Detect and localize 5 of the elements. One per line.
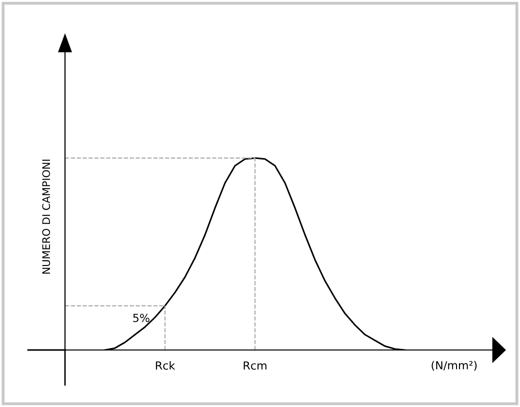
- x-axis-title: (N/mm²): [432, 360, 477, 371]
- y-axis-title: NUMERO DI CAMPIONI: [42, 160, 50, 274]
- x-tick-label: Rcm: [244, 361, 266, 370]
- x-tick-label: Rck: [156, 361, 176, 370]
- annotation: 5%: [133, 314, 150, 322]
